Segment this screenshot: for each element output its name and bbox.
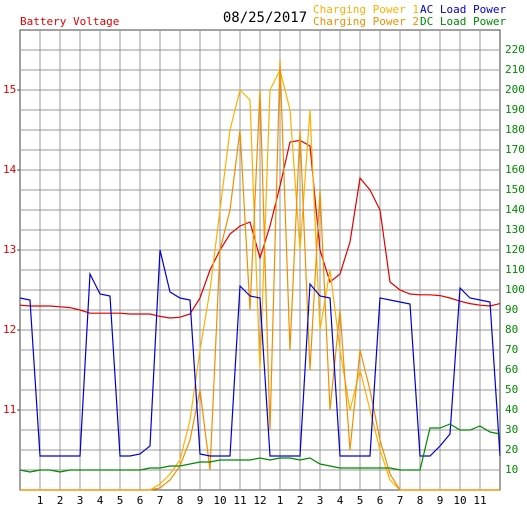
legend-label: Charging Power 2	[313, 15, 419, 28]
x-tick-label: 1	[277, 494, 284, 507]
x-tick-label: 10	[213, 494, 226, 507]
x-tick-label: 9	[197, 494, 204, 507]
series-line	[20, 59, 500, 491]
legend-label: Battery Voltage	[20, 15, 119, 28]
y2-tick-label: 170	[505, 143, 525, 156]
y2-tick-label: 80	[505, 323, 518, 336]
y2-tick-label: 190	[505, 103, 525, 116]
x-tick-label: 8	[417, 494, 424, 507]
x-tick-label: 11	[233, 494, 246, 507]
x-tick-label: 10	[453, 494, 466, 507]
x-tick-label: 8	[177, 494, 184, 507]
x-tick-label: 4	[337, 494, 344, 507]
y2-tick-label: 180	[505, 123, 525, 136]
x-tick-label: 5	[357, 494, 364, 507]
x-tick-label: 6	[377, 494, 384, 507]
x-tick-label: 4	[97, 494, 104, 507]
legend-label: AC Load Power	[420, 3, 506, 16]
y2-tick-label: 20	[505, 443, 518, 456]
y-tick-label: 14	[3, 163, 17, 176]
legend-label: DC Load Power	[420, 15, 506, 28]
series-line	[19, 139, 501, 319]
y2-tick-label: 210	[505, 63, 525, 76]
y2-tick-label: 220	[505, 43, 525, 56]
y2-tick-label: 10	[505, 463, 518, 476]
y2-tick-label: 90	[505, 303, 518, 316]
y2-tick-label: 150	[505, 183, 525, 196]
y-tick-label: 12	[3, 323, 16, 336]
y-tick-label: 11	[3, 403, 16, 416]
x-tick-label: 1	[37, 494, 44, 507]
x-tick-label: 11	[473, 494, 486, 507]
chart-title: 08/25/2017	[223, 10, 307, 26]
x-tick-label: 5	[117, 494, 124, 507]
y-tick-label: 15	[3, 83, 16, 96]
y2-tick-label: 60	[505, 363, 518, 376]
y2-tick-label: 110	[505, 263, 525, 276]
x-tick-label: 12	[253, 494, 266, 507]
y2-tick-label: 130	[505, 223, 525, 236]
x-tick-label: 6	[137, 494, 144, 507]
x-tick-label: 3	[77, 494, 84, 507]
y2-tick-label: 160	[505, 163, 525, 176]
y-tick-label: 13	[3, 243, 16, 256]
y2-tick-label: 140	[505, 203, 525, 216]
y2-tick-label: 200	[505, 83, 525, 96]
legend-label: Charging Power 1	[313, 3, 419, 16]
y2-tick-label: 70	[505, 343, 518, 356]
y2-tick-label: 100	[505, 283, 525, 296]
series-line	[19, 249, 501, 457]
x-tick-label: 7	[157, 494, 164, 507]
x-tick-label: 7	[397, 494, 404, 507]
series-line	[19, 423, 501, 473]
x-tick-label: 9	[437, 494, 444, 507]
x-tick-label: 3	[317, 494, 324, 507]
x-tick-label: 2	[297, 494, 304, 507]
y2-tick-label: 40	[505, 403, 518, 416]
x-tick-label: 2	[57, 494, 64, 507]
y2-tick-label: 50	[505, 383, 518, 396]
y2-tick-label: 30	[505, 423, 518, 436]
y2-tick-label: 120	[505, 243, 525, 256]
